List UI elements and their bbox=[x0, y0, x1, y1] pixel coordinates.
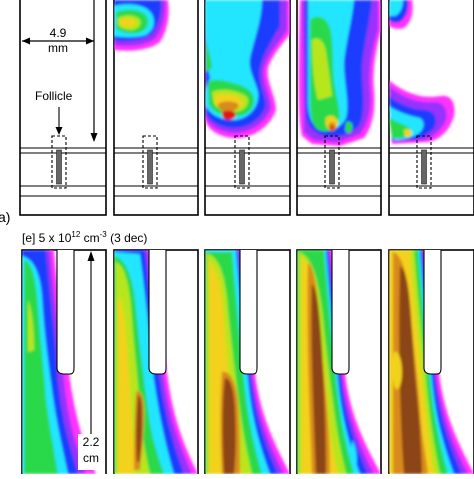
bottom-panel-1: 2.2 cm bbox=[21, 249, 107, 477]
contour-band-brown bbox=[311, 284, 326, 474]
contour-band-orange bbox=[218, 101, 239, 112]
contour-band-lime bbox=[312, 38, 332, 100]
length-annotation-value: 2.2 bbox=[83, 435, 100, 449]
contour-band-red bbox=[222, 110, 236, 120]
contour-band-brown bbox=[136, 395, 142, 462]
bottom-panel-3 bbox=[204, 249, 291, 477]
contour-band-brown bbox=[222, 378, 236, 474]
plasma-contour-2 bbox=[114, 0, 169, 51]
top-panel-5 bbox=[388, 0, 474, 216]
contour-band-yellow bbox=[209, 262, 242, 474]
plasma-contour-4 bbox=[298, 0, 381, 146]
top-panel-1: 4.9 mm Follicle bbox=[19, 0, 107, 216]
top-row: 4.9 mm Follicle bbox=[0, 0, 474, 225]
contour-band-yellow bbox=[118, 296, 134, 474]
width-annotation-value: 4.9 bbox=[50, 26, 67, 40]
caption-unit: cm bbox=[80, 231, 99, 245]
caption-unit-exponent: -3 bbox=[100, 230, 108, 239]
width-annotation-unit: mm bbox=[48, 41, 68, 55]
contour-band-yellow bbox=[404, 129, 412, 138]
panel-label-a: a) bbox=[0, 209, 10, 225]
length-annotation-unit: cm bbox=[83, 451, 99, 465]
contour-band-yellow bbox=[392, 351, 402, 390]
contour-band-yellow bbox=[120, 18, 136, 27]
plasma-contour-5 bbox=[389, 0, 455, 144]
contour-band-cyan bbox=[350, 440, 357, 468]
bottom-panel-5 bbox=[388, 249, 474, 477]
top-panel-3 bbox=[204, 0, 291, 216]
contour-band-lime bbox=[28, 300, 34, 352]
bottom-row: 2.2 cm bbox=[21, 249, 474, 477]
top-panel-2 bbox=[113, 0, 199, 216]
bottom-caption: [e] 5 x 1012 cm-3 (3 dec) bbox=[22, 230, 147, 245]
contour-band-brown bbox=[408, 398, 412, 418]
caption-prefix: [e] 5 x 10 bbox=[22, 231, 72, 245]
plasma-contour-3 bbox=[205, 0, 290, 139]
follicle-label: Follicle bbox=[35, 89, 73, 103]
contour-band-cyan bbox=[389, 0, 403, 16]
bottom-panel-2 bbox=[113, 249, 199, 477]
svg-text:[e] 5 x 1012 cm-3 (3 dec): [e] 5 x 1012 cm-3 (3 dec) bbox=[22, 230, 147, 245]
caption-exponent: 12 bbox=[71, 230, 80, 239]
follicle-hair bbox=[56, 149, 62, 185]
follicle-box bbox=[51, 135, 67, 189]
top-panel-4 bbox=[296, 0, 382, 216]
contour-band-green bbox=[24, 260, 58, 474]
contour-band-green bbox=[206, 40, 212, 72]
bottom-panel-4 bbox=[296, 249, 382, 477]
contour-band-green bbox=[345, 121, 353, 133]
caption-suffix: (3 dec) bbox=[107, 231, 148, 245]
contour-band-red bbox=[330, 125, 334, 131]
contour-band-brown bbox=[399, 266, 422, 474]
